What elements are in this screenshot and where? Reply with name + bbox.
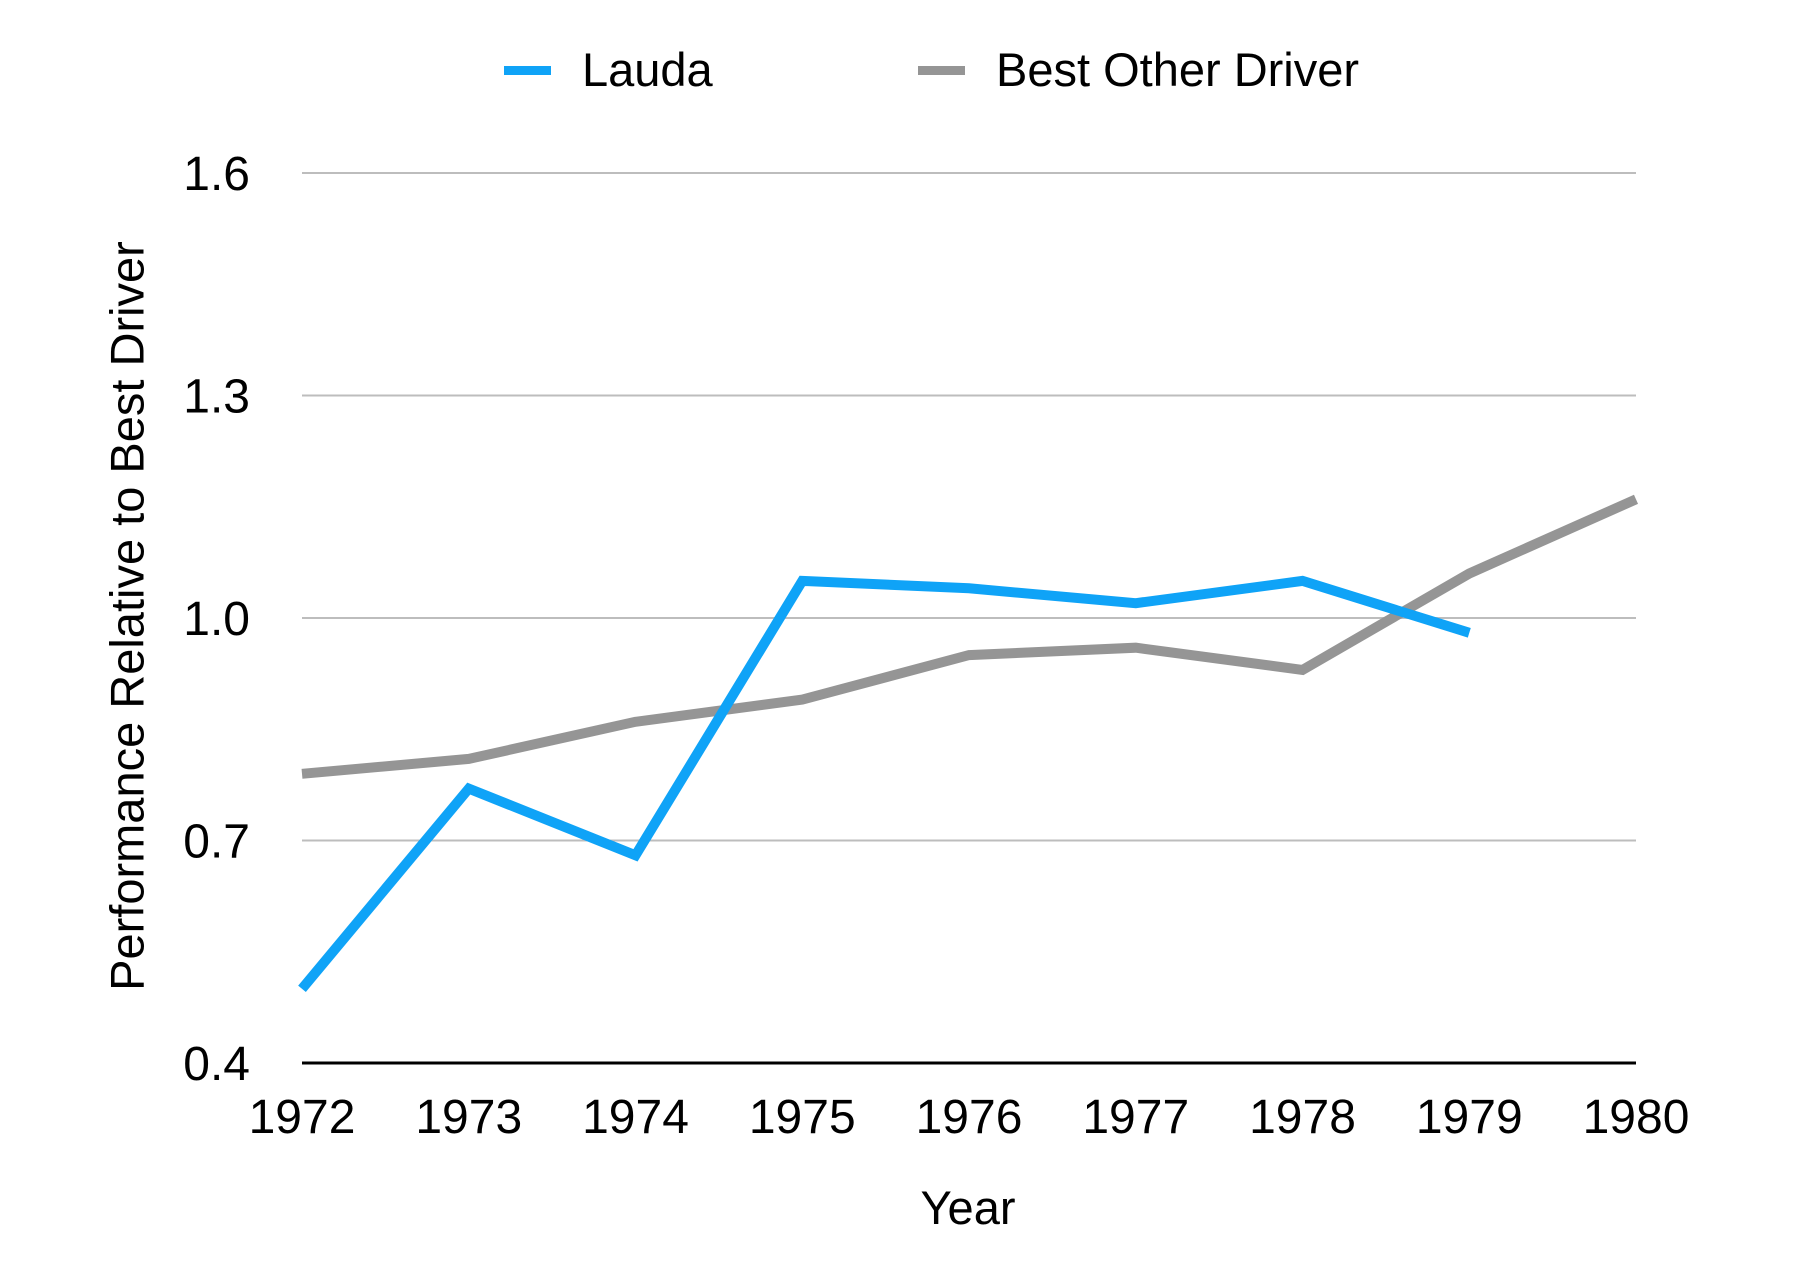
legend-item-best-other-driver[interactable]: Best Other Driver xyxy=(918,40,1359,100)
x-tick-label: 1973 xyxy=(415,1091,522,1144)
chart-legend: Lauda Best Other Driver xyxy=(0,40,1793,100)
y-tick-label: 0.4 xyxy=(183,1038,250,1091)
y-axis-title: Performance Relative to Best Driver xyxy=(100,241,154,991)
x-tick-label: 1979 xyxy=(1416,1091,1523,1144)
y-tick-label: 1.3 xyxy=(183,371,250,424)
legend-swatch-best-other-driver-icon xyxy=(918,65,965,75)
y-axis-ticks: 0.4 0.7 1.0 1.3 1.6 xyxy=(183,148,250,1091)
x-axis-title: Year xyxy=(920,1181,1016,1234)
x-tick-label: 1977 xyxy=(1082,1091,1189,1144)
series-line-lauda xyxy=(298,575,1471,993)
legend-item-lauda[interactable]: Lauda xyxy=(504,40,713,100)
y-tick-label: 0.7 xyxy=(183,816,250,869)
y-tick-label: 1.6 xyxy=(183,148,250,201)
series-lines xyxy=(298,494,1639,993)
y-tick-label: 1.0 xyxy=(183,593,250,646)
x-tick-label: 1980 xyxy=(1583,1091,1690,1144)
legend-swatch-lauda-icon xyxy=(504,65,551,75)
x-axis-ticks: 1972 1973 1974 1975 1976 1977 1978 1979 1980 xyxy=(249,1091,1690,1144)
series-line-best-other-driver xyxy=(301,494,1639,779)
x-tick-label: 1975 xyxy=(749,1091,856,1144)
legend-label: Lauda xyxy=(582,43,713,96)
x-tick-label: 1974 xyxy=(582,1091,689,1144)
x-tick-label: 1978 xyxy=(1249,1091,1356,1144)
legend-label: Best Other Driver xyxy=(996,43,1360,96)
gridlines xyxy=(302,172,1636,842)
x-tick-label: 1976 xyxy=(916,1091,1023,1144)
x-tick-label: 1972 xyxy=(249,1091,356,1144)
